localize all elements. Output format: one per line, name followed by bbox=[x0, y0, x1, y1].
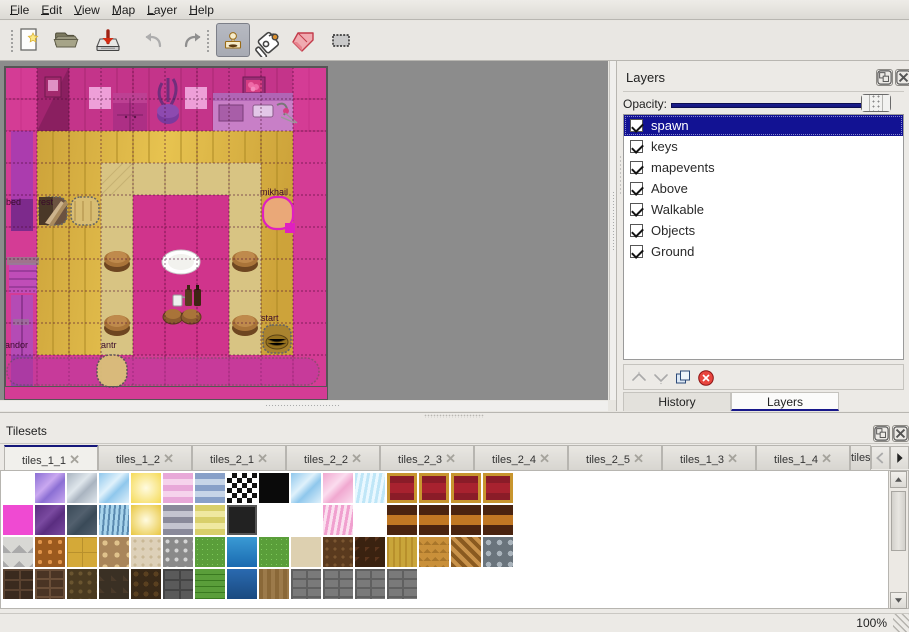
svg-text:mikhail: mikhail bbox=[260, 187, 288, 197]
svg-text:antr: antr bbox=[101, 340, 117, 350]
svg-text:bed: bed bbox=[6, 197, 21, 207]
svg-text:start: start bbox=[261, 313, 279, 323]
svg-text:andor: andor bbox=[5, 340, 28, 350]
svg-text:rest: rest bbox=[38, 197, 54, 207]
